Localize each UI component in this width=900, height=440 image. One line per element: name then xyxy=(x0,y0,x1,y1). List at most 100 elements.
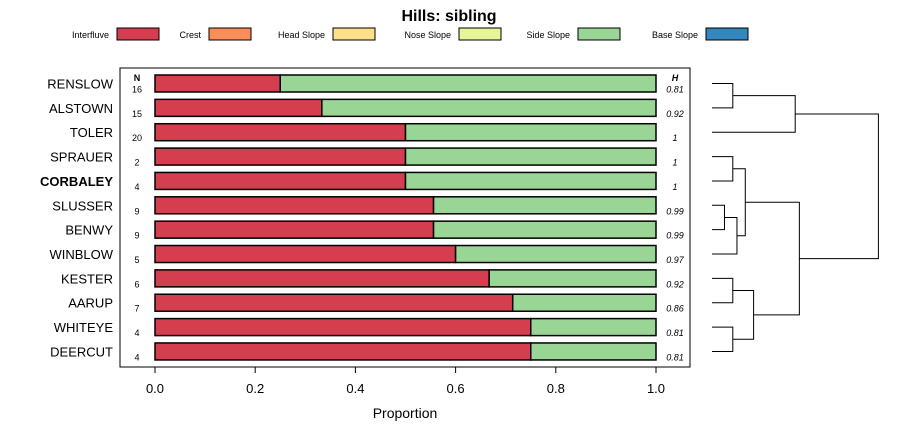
legend-swatch xyxy=(332,27,376,41)
dendrogram-link xyxy=(712,326,734,352)
legend: Interfluve Crest Head Slope Nose Slope Side … xyxy=(72,27,749,41)
bar-segment-interfluve xyxy=(154,269,490,288)
row-label: WHITEYE xyxy=(54,320,114,335)
bar-segment-interfluve xyxy=(154,171,407,191)
h-value: 0.99 xyxy=(666,231,684,241)
n-value: 9 xyxy=(134,231,139,241)
dendrogram xyxy=(712,83,879,352)
n-value: 9 xyxy=(134,206,139,216)
x-tick-label: 0.6 xyxy=(447,381,465,396)
x-tick-label: 0.8 xyxy=(547,381,565,396)
h-labels: 0.81 0.92 1 1 1 0.99 0.99 0.97 0.92 0.86 0.81 0.81 xyxy=(666,85,685,363)
row-label: RENSLOW xyxy=(47,77,113,92)
bar-segment-interfluve xyxy=(154,293,514,312)
h-value: 0.81 xyxy=(666,85,684,95)
h-value: 0.99 xyxy=(666,206,684,216)
x-axis: 0.0 0.2 0.4 0.6 0.8 1.0 xyxy=(146,367,665,396)
legend-label: Head Slope xyxy=(278,30,325,40)
h-header: H xyxy=(672,73,679,83)
n-value: 15 xyxy=(132,109,142,119)
bar-segment-interfluve xyxy=(154,317,532,337)
plot-frame xyxy=(119,67,691,368)
legend-swatch xyxy=(116,27,160,41)
bar-segment-interfluve xyxy=(154,220,435,239)
dendrogram-link xyxy=(795,113,879,260)
bar-segment-interfluve xyxy=(154,74,281,93)
row-label: DEERCUT xyxy=(50,344,113,359)
legend-swatch xyxy=(705,27,749,41)
legend-label: Crest xyxy=(179,30,201,40)
row-label: KESTER xyxy=(61,271,113,286)
x-tick-label: 0.4 xyxy=(346,381,364,396)
bar-segment-interfluve xyxy=(154,244,457,264)
n-header: N xyxy=(134,73,141,83)
legend-swatch xyxy=(208,27,252,41)
row-label: SPRAUER xyxy=(50,150,113,165)
bar-segment-side-slope xyxy=(432,196,657,215)
x-tick-label: 0.2 xyxy=(246,381,264,396)
row-label: BENWY xyxy=(65,223,113,238)
dendrogram-link xyxy=(732,290,755,340)
bar-segment-side-slope xyxy=(511,293,657,312)
n-labels: 16 15 20 2 4 9 9 5 6 7 4 4 xyxy=(132,85,142,363)
n-value: 20 xyxy=(132,133,142,143)
h-value: 0.81 xyxy=(666,352,684,362)
dendrogram-link xyxy=(712,277,734,304)
bar-segment-side-slope xyxy=(404,147,657,166)
chart-title: Hills: sibling xyxy=(401,8,496,25)
bar-segment-side-slope xyxy=(432,220,657,239)
legend-swatch xyxy=(458,27,502,41)
bar-segment-interfluve xyxy=(154,342,532,361)
dendrogram-link xyxy=(732,168,746,237)
n-value: 4 xyxy=(134,328,139,338)
bar-segment-side-slope xyxy=(404,122,657,142)
x-tick-label: 0.0 xyxy=(146,381,164,396)
legend-label: Interfluve xyxy=(72,30,109,40)
n-value: 7 xyxy=(134,304,139,314)
n-value: 5 xyxy=(134,255,139,265)
h-value: 0.97 xyxy=(666,255,685,265)
dendrogram-link xyxy=(712,95,796,133)
row-label: SLUSSER xyxy=(52,198,113,213)
bar-segment-side-slope xyxy=(530,317,657,337)
bar-segment-side-slope xyxy=(279,74,657,93)
h-value: 1 xyxy=(672,182,677,192)
bar-segment-side-slope xyxy=(404,171,657,191)
row-label: AARUP xyxy=(68,296,113,311)
bar-segment-side-slope xyxy=(530,342,657,361)
bar-segment-side-slope xyxy=(321,98,657,118)
x-axis-label: Proportion xyxy=(373,405,438,421)
n-value: 16 xyxy=(132,85,142,95)
h-value: 0.81 xyxy=(666,328,684,338)
row-label: TOLER xyxy=(70,125,113,140)
dendrogram-link xyxy=(712,156,734,182)
bar-segment-interfluve xyxy=(154,196,435,215)
n-value: 4 xyxy=(134,182,139,192)
row-labels: RENSLOW ALSTOWN TOLER SPRAUER CORBALEY SLUSSE… xyxy=(40,77,114,360)
dendrogram-link xyxy=(712,204,725,231)
row-label: WINBLOW xyxy=(49,247,113,262)
h-value: 0.92 xyxy=(666,109,684,119)
legend-label: Base Slope xyxy=(652,30,698,40)
bar-segment-interfluve xyxy=(154,98,323,118)
bars xyxy=(154,74,657,361)
h-value: 1 xyxy=(672,158,677,168)
x-tick-label: 1.0 xyxy=(647,381,665,396)
bar-segment-side-slope xyxy=(488,269,657,288)
h-value: 0.92 xyxy=(666,279,684,289)
legend-label: Side Slope xyxy=(526,30,570,40)
dendrogram-link xyxy=(712,83,734,109)
h-value: 0.86 xyxy=(666,304,684,314)
bar-segment-interfluve xyxy=(154,147,407,166)
n-value: 4 xyxy=(134,352,139,362)
h-value: 1 xyxy=(672,133,677,143)
row-label: ALSTOWN xyxy=(49,101,113,116)
bar-segment-interfluve xyxy=(154,122,407,142)
row-label: CORBALEY xyxy=(40,174,113,189)
n-value: 2 xyxy=(134,158,139,168)
legend-label: Nose Slope xyxy=(404,30,451,40)
n-value: 6 xyxy=(134,279,139,289)
legend-swatch xyxy=(577,27,621,41)
bar-segment-side-slope xyxy=(454,244,657,264)
